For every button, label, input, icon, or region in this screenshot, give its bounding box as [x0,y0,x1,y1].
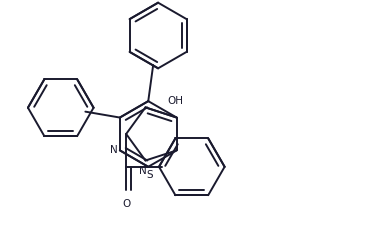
Text: N: N [110,145,118,155]
Text: N: N [139,166,146,176]
Text: O: O [122,199,130,209]
Text: OH: OH [167,97,183,106]
Text: S: S [146,170,153,180]
